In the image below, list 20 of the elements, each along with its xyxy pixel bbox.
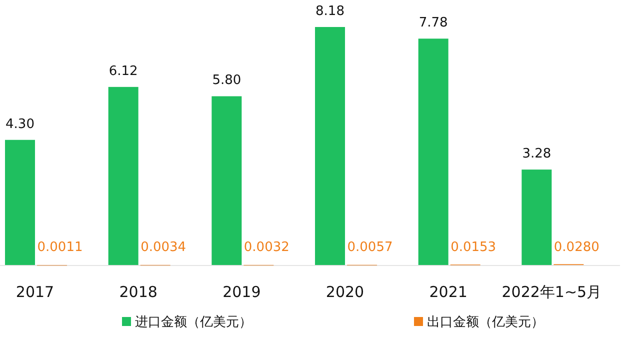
x-tick-label: 2018 xyxy=(119,283,158,301)
data-label: 0.0011 xyxy=(37,240,83,255)
x-tick-label: 2020 xyxy=(326,283,364,301)
data-label: 0.0034 xyxy=(140,240,186,255)
data-label: 0.0153 xyxy=(450,240,496,255)
data-label: 4.30 xyxy=(6,116,34,132)
data-label: 3.28 xyxy=(522,146,552,162)
data-label: 5.80 xyxy=(212,73,242,88)
data-label: 8.18 xyxy=(316,4,344,19)
x-tick-label: 2021 xyxy=(429,283,468,301)
x-tick-label: 2017 xyxy=(16,283,54,301)
data-label: 6.12 xyxy=(108,64,138,79)
data-label: 0.0032 xyxy=(244,240,290,255)
data-label: 0.0057 xyxy=(347,240,393,255)
legend-label: 进口金额（亿美元） xyxy=(135,314,252,330)
x-tick-label: 2019 xyxy=(222,283,261,301)
x-tick-label: 2022年1~5月 xyxy=(502,283,602,301)
data-label: 0.0280 xyxy=(554,240,600,255)
legend-label: 出口金额（亿美元） xyxy=(427,314,544,330)
data-label: 7.78 xyxy=(418,16,448,31)
